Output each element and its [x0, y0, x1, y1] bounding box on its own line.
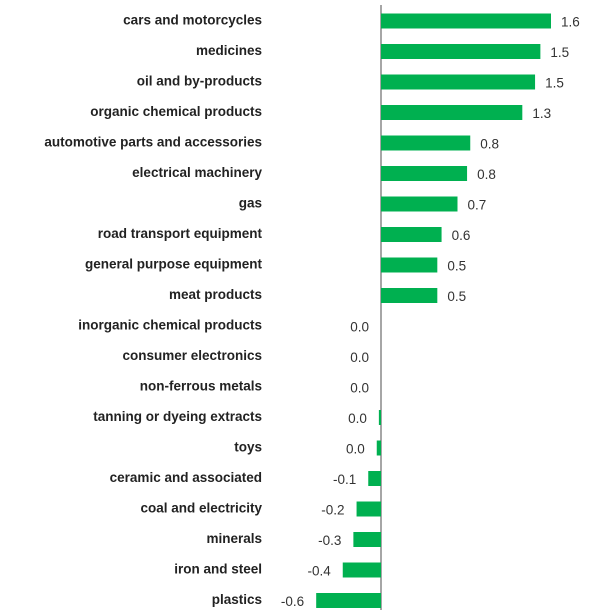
- category-label: tanning or dyeing extracts: [93, 409, 262, 424]
- bar: [381, 105, 523, 120]
- bar: [381, 44, 541, 59]
- value-label: 0.5: [447, 259, 466, 274]
- bar: [356, 501, 381, 517]
- category-label: meat products: [169, 287, 262, 302]
- bar: [353, 532, 381, 547]
- category-label: oil and by-products: [137, 74, 262, 89]
- category-label: non-ferrous metals: [140, 379, 262, 394]
- value-label: 0.0: [348, 411, 367, 426]
- category-label: road transport equipment: [98, 226, 263, 241]
- category-label: consumer electronics: [122, 348, 262, 363]
- bar: [381, 196, 458, 212]
- value-label: 1.3: [532, 106, 551, 121]
- bar: [376, 440, 381, 456]
- value-label: 0.8: [477, 167, 496, 182]
- category-label: organic chemical products: [90, 104, 262, 119]
- category-label: ceramic and associated: [110, 470, 262, 485]
- value-label: 0.6: [452, 228, 471, 243]
- value-label: 0.0: [350, 350, 369, 365]
- value-label: -0.1: [333, 472, 356, 487]
- value-label: 1.5: [545, 76, 564, 91]
- bar: [381, 227, 442, 242]
- value-label: 1.6: [561, 15, 580, 30]
- value-label: 0.7: [468, 198, 487, 213]
- bar: [378, 410, 381, 425]
- bar: [381, 257, 438, 273]
- value-label: -0.4: [307, 564, 331, 579]
- value-label: 0.5: [447, 289, 466, 304]
- value-label: 1.5: [550, 45, 569, 60]
- value-label: 0.0: [346, 442, 365, 457]
- category-label: plastics: [212, 592, 262, 607]
- category-label: automotive parts and accessories: [44, 135, 262, 150]
- bar: [381, 166, 468, 181]
- bar: [381, 288, 438, 303]
- bar: [316, 593, 381, 608]
- category-label: cars and motorcycles: [123, 13, 262, 28]
- value-label: -0.3: [318, 533, 341, 548]
- category-label: coal and electricity: [140, 501, 262, 516]
- value-label: 0.0: [350, 320, 369, 335]
- bar: [381, 74, 536, 90]
- category-label: gas: [239, 196, 262, 211]
- value-label: 0.0: [350, 381, 369, 396]
- category-label: electrical machinery: [132, 165, 262, 180]
- value-label: -0.6: [281, 594, 304, 609]
- category-label: inorganic chemical products: [78, 318, 262, 333]
- category-label: minerals: [206, 531, 262, 546]
- bar: [381, 135, 471, 151]
- bar: [368, 471, 381, 486]
- bar: [381, 13, 551, 29]
- bar: [342, 562, 381, 578]
- category-label: toys: [234, 440, 262, 455]
- category-label: medicines: [196, 43, 262, 58]
- value-label: 0.8: [480, 137, 499, 152]
- category-label: iron and steel: [174, 562, 262, 577]
- category-label: general purpose equipment: [85, 257, 263, 272]
- value-label: -0.2: [321, 503, 344, 518]
